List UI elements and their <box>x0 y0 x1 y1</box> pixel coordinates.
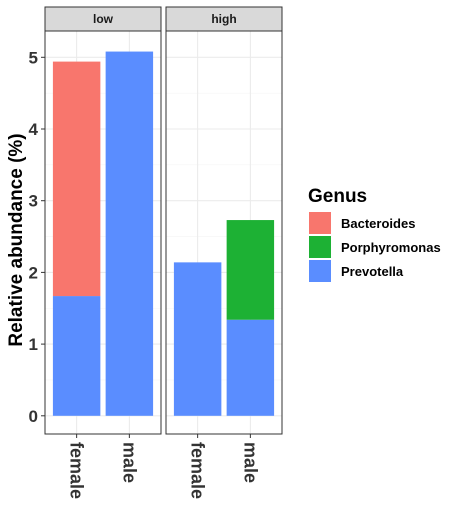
facet-strip <box>44 6 162 32</box>
legend-label-porphyromonas: Porphyromonas <box>341 240 441 255</box>
facet-strip-label: high <box>211 12 236 26</box>
bar-high-male-porphyromonas <box>226 220 275 320</box>
y-tick-label: 5 <box>29 48 38 67</box>
bar-low-male-prevotella <box>105 51 154 416</box>
y-axis: 0 1 2 3 4 5 <box>29 48 45 426</box>
y-tick-label: 1 <box>29 335 38 354</box>
bar-low-female-prevotella <box>52 296 101 416</box>
bar-high-female-prevotella <box>173 262 222 416</box>
panel-border <box>44 30 162 435</box>
y-tick-label: 0 <box>29 407 38 426</box>
facet-panel-high: high female male <box>165 6 283 499</box>
x-tick-label: male <box>240 442 260 483</box>
y-tick-label: 4 <box>29 120 39 139</box>
legend-swatch-porphyromonas <box>309 236 331 258</box>
legend-label-bacteroides: Bacteroides <box>341 216 415 231</box>
legend-swatch-prevotella <box>309 260 331 282</box>
bar-low-female-bacteroides <box>52 61 101 297</box>
legend-title: Genus <box>308 186 367 207</box>
x-tick-label: female <box>188 442 208 499</box>
facet-panel-low: low female male <box>44 6 162 499</box>
bar-high-male-prevotella <box>226 319 275 416</box>
legend-swatch-bacteroides <box>309 212 331 234</box>
y-tick-label: 2 <box>29 263 38 282</box>
legend: Genus Bacteroides Porphyromonas Prevotella <box>308 186 441 282</box>
facet-strip-label: low <box>93 12 114 26</box>
panel-border <box>165 30 283 435</box>
facet-strip <box>165 6 283 32</box>
y-axis-label: Relative abundance (%) <box>6 133 27 346</box>
facet-panels: low female male high female male <box>44 6 283 499</box>
y-tick-label: 3 <box>29 192 38 211</box>
x-tick-label: female <box>67 442 87 499</box>
x-tick-label: male <box>119 442 139 483</box>
legend-label-prevotella: Prevotella <box>341 264 404 279</box>
